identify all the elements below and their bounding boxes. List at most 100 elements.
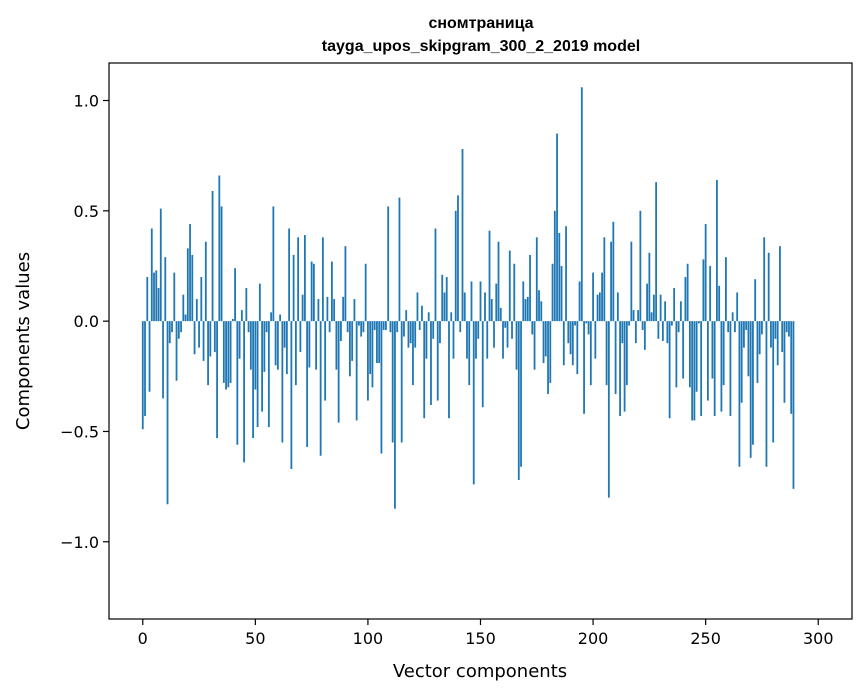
bar-component-100 [367, 321, 369, 401]
bar-component-170 [524, 299, 527, 322]
bar-component-189 [567, 321, 570, 344]
bar-component-76 [312, 263, 315, 322]
bar-component-46 [245, 288, 248, 322]
y-tick-label: −1.0 [60, 533, 99, 552]
bar-component-198 [587, 321, 590, 335]
bar-component-120 [412, 321, 414, 386]
bar-component-40 [231, 318, 234, 322]
bar-component-266 [740, 321, 743, 403]
bar-component-12 [168, 321, 171, 344]
bar-component-202 [596, 294, 599, 322]
bar-component-224 [646, 283, 649, 322]
bar-component-271 [752, 321, 754, 445]
bar-component-225 [648, 252, 651, 322]
bar-component-29 [207, 321, 209, 386]
bar-component-270 [749, 321, 752, 458]
bar-component-217 [630, 241, 633, 322]
bar-component-233 [666, 321, 669, 344]
bar-component-252 [709, 265, 712, 322]
bar-component-177 [540, 301, 543, 322]
bar-component-239 [679, 301, 682, 322]
bar-component-188 [565, 226, 567, 322]
bar-component-115 [400, 321, 403, 443]
bar-component-214 [623, 321, 626, 412]
bar-component-79 [319, 321, 322, 456]
bar-component-208 [610, 241, 612, 322]
bar-component-49 [252, 321, 254, 439]
bar-component-75 [310, 261, 313, 322]
bar-component-123 [418, 321, 421, 330]
bar-component-22 [191, 254, 194, 322]
bar-component-72 [303, 235, 306, 322]
bar-component-6 [155, 270, 158, 322]
bar-component-149 [477, 321, 480, 339]
bar-component-98 [362, 321, 365, 333]
bar-component-54 [263, 321, 266, 372]
bar-component-168 [520, 321, 522, 467]
bar-component-37 [225, 321, 227, 390]
bar-component-173 [531, 321, 534, 335]
bar-component-59 [274, 321, 277, 366]
bar-component-143 [463, 292, 466, 322]
bar-component-18 [182, 294, 185, 322]
bar-component-114 [398, 197, 401, 322]
bar-component-32 [213, 321, 216, 353]
x-tick-label: 0 [138, 629, 148, 648]
bar-component-243 [688, 321, 691, 388]
bar-component-207 [607, 321, 610, 498]
bar-component-181 [549, 321, 552, 383]
x-tick-label: 50 [245, 629, 265, 648]
bar-component-230 [659, 294, 662, 322]
x-tick-label: 150 [465, 629, 496, 648]
bar-component-133 [441, 274, 444, 322]
bar-component-122 [416, 292, 419, 322]
bar-component-221 [639, 210, 642, 322]
bar-component-55 [265, 321, 268, 333]
x-tick-label: 200 [578, 629, 609, 648]
bar-component-3 [148, 321, 151, 392]
bar-component-282 [776, 321, 779, 366]
bar-component-15 [175, 321, 178, 381]
bar-component-127 [427, 312, 430, 322]
bar-component-88 [340, 321, 342, 341]
bar-component-155 [490, 299, 493, 322]
bar-component-196 [583, 321, 585, 414]
bar-component-50 [254, 321, 257, 390]
bar-component-244 [691, 321, 694, 421]
bar-component-152 [484, 292, 486, 322]
bar-component-64 [285, 321, 288, 375]
bar-component-107 [382, 321, 385, 330]
bar-component-191 [571, 321, 574, 366]
bar-component-228 [655, 182, 658, 322]
y-tick-label: 0.0 [74, 312, 99, 331]
bar-component-184 [556, 133, 558, 322]
bar-component-135 [445, 277, 448, 322]
bar-series [141, 87, 795, 509]
bar-component-103 [373, 321, 376, 330]
bar-component-130 [434, 228, 437, 322]
bar-component-70 [299, 321, 302, 353]
bar-component-63 [283, 321, 286, 348]
bar-component-157 [495, 283, 498, 322]
bar-component-247 [698, 321, 700, 324]
bar-component-44 [240, 310, 243, 322]
bar-component-203 [598, 292, 601, 322]
bar-component-2 [146, 277, 149, 322]
bar-component-261 [729, 321, 732, 417]
bar-component-285 [783, 321, 786, 403]
bar-component-92 [349, 321, 351, 377]
bar-component-20 [186, 248, 189, 322]
bar-component-169 [522, 281, 525, 322]
x-tick-label: 250 [690, 629, 721, 648]
bar-component-108 [385, 321, 387, 330]
bar-component-234 [668, 321, 671, 419]
bar-component-235 [670, 321, 673, 326]
bar-component-158 [497, 241, 500, 322]
bar-component-61 [279, 314, 282, 322]
bar-component-106 [380, 321, 383, 454]
bar-component-132 [439, 321, 441, 344]
bar-component-146 [470, 281, 473, 322]
bar-component-154 [488, 230, 491, 322]
x-axis-label: Vector components [393, 661, 567, 682]
